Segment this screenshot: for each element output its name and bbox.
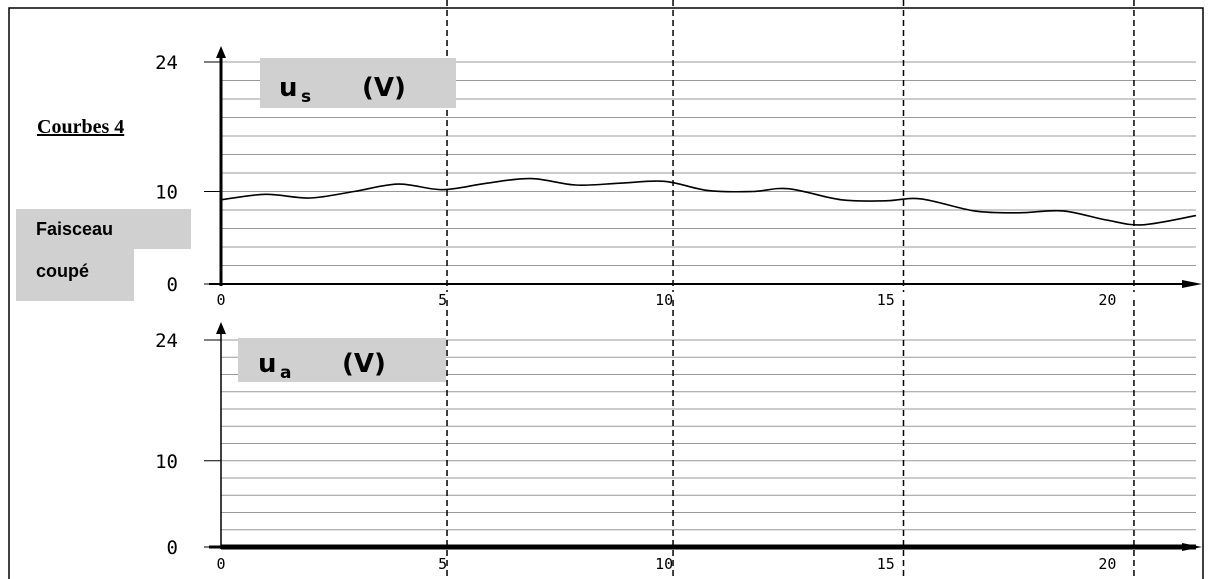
upper-y-label-box [260,58,456,108]
upper-y-axis-label: u s (V) [260,58,456,108]
upper-x-axis-arrow [1182,280,1202,288]
lower-y-label-main: u [258,349,277,379]
upper-y-axis-arrow [216,46,226,58]
lower-y-ticks: 0 10 24 [155,330,221,559]
lower-y-label-unit: (V) [342,349,386,379]
upper-axes [209,46,1202,288]
lower-x-tick-label: 10 [655,555,673,573]
upper-y-label-sub: s [301,87,311,107]
upper-y-ticks: 0 10 24 [155,52,221,296]
upper-x-tick-label: 0 [216,291,225,309]
lower-dashed-markers [446,300,1135,579]
upper-y-label-main: u [279,73,298,103]
lower-y-label-box [238,338,446,382]
upper-y-label-unit: (V) [362,73,406,103]
upper-y-tick-label: 24 [155,52,178,74]
lower-plot: 0 5 10 15 20 0 10 24 u a (V) [155,300,1202,579]
lower-x-tick-label: 0 [216,555,225,573]
figure-frame [8,7,1204,579]
lower-y-axis-label: u a (V) [238,338,446,383]
upper-series [220,177,1197,226]
lower-y-label-sub: a [280,363,291,383]
beam-label-line2: coupé [16,249,134,301]
upper-x-ticks: 0 5 10 15 20 [216,291,1116,309]
lower-y-tick-label: 24 [155,330,178,352]
lower-x-tick-label: 20 [1098,555,1116,573]
lower-x-tick-label: 5 [438,555,447,573]
upper-x-tick-label: 15 [877,291,895,309]
upper-y-tick-label: 10 [155,182,178,204]
lower-grid [221,339,1196,531]
lower-x-ticks: 0 5 10 15 20 [216,555,1116,573]
lower-y-tick-label: 0 [167,537,178,559]
curves-title: Courbes 4 [37,116,125,138]
lower-y-tick-label: 10 [155,451,178,473]
upper-x-tick-label: 10 [655,291,673,309]
upper-x-tick-label: 5 [438,291,447,309]
upper-x-tick-label: 20 [1098,291,1116,309]
lower-x-tick-label: 15 [877,555,895,573]
upper-plot: 0 5 10 15 20 0 10 24 u s (V) [155,0,1202,309]
upper-y-tick-label: 0 [167,274,178,296]
upper-dashed-markers [446,0,1135,292]
lower-y-axis-arrow [216,322,226,334]
upper-series-line [220,177,1197,226]
beam-label-line1: Faisceau [16,209,191,249]
